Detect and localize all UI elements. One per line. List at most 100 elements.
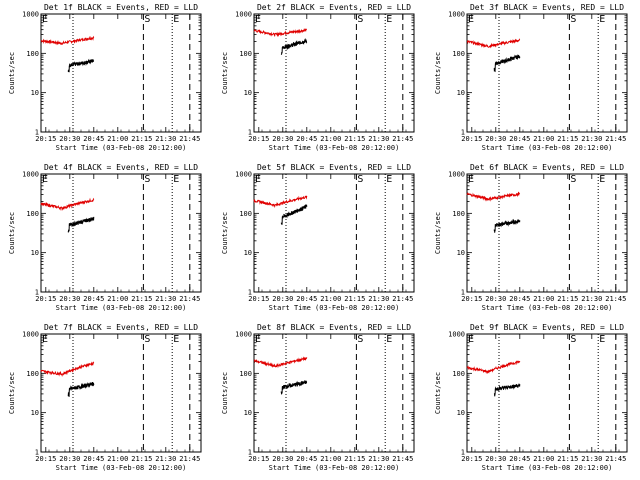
x-tick-label: 21:15 (131, 455, 152, 463)
y-tick-label: 10 (244, 409, 252, 417)
x-tick-label: 20:30 (59, 135, 80, 143)
x-tick-label: 21:00 (533, 135, 554, 143)
y-tick-label: 100 (26, 210, 39, 218)
events-series-line (493, 218, 521, 233)
y-axis-label: Counts/sec (221, 52, 229, 94)
time-marker-label: S (357, 174, 363, 185)
x-tick-label: 20:45 (83, 295, 104, 303)
x-axis-label: Start Time (03-Feb-08 20:12:00) (482, 304, 613, 312)
time-marker-label: S (144, 334, 150, 345)
x-tick-label: 21:30 (155, 135, 176, 143)
x-tick-label: 20:45 (296, 135, 317, 143)
panel-5: Det 5f BLACK = Events, RED = LLD 1 10 100 10… (221, 163, 415, 312)
plot-frame (253, 173, 415, 293)
x-tick-label: 21:15 (131, 135, 152, 143)
time-marker-label: S (570, 334, 576, 345)
x-tick-label: 21:15 (344, 455, 365, 463)
y-axis-label: Counts/sec (8, 372, 16, 414)
events-series-line (280, 380, 308, 396)
x-tick-label: 21:00 (107, 135, 128, 143)
x-tick-label: 20:45 (296, 295, 317, 303)
y-tick-label: 1000 (22, 11, 39, 19)
y-tick-label: 10 (244, 249, 252, 257)
x-axis-label: Start Time (03-Feb-08 20:12:00) (269, 464, 400, 472)
x-tick-label: 20:30 (485, 295, 506, 303)
x-tick-label: 21:00 (533, 295, 554, 303)
y-tick-label: 1000 (22, 171, 39, 179)
y-tick-label: 1 (461, 449, 465, 457)
time-marker-label: E (173, 14, 179, 25)
y-axis-label: Counts/sec (221, 372, 229, 414)
y-tick-label: 100 (452, 210, 465, 218)
x-tick-label: 21:30 (581, 295, 602, 303)
x-tick-label: 20:15 (35, 295, 56, 303)
x-tick-label: 21:30 (368, 455, 389, 463)
time-marker-label: E (599, 174, 605, 185)
lld-series-line (466, 360, 521, 375)
time-marker-label: S (144, 174, 150, 185)
x-axis-label: Start Time (03-Feb-08 20:12:00) (56, 144, 187, 152)
x-tick-label: 21:30 (581, 455, 602, 463)
lld-series-line (466, 38, 521, 49)
panel-1: Det 1f BLACK = Events, RED = LLD 1 10 100 10… (8, 3, 202, 152)
events-series-line (280, 204, 308, 226)
y-tick-label: 1000 (448, 11, 465, 19)
x-tick-label: 21:00 (320, 455, 341, 463)
y-tick-label: 10 (457, 89, 465, 97)
x-tick-label: 20:15 (248, 455, 269, 463)
y-tick-label: 1 (461, 129, 465, 137)
time-marker-label: E (599, 14, 605, 25)
events-series-line (67, 382, 95, 397)
panel-title: Det 3f BLACK = Events, RED = LLD (470, 3, 624, 12)
y-tick-label: 1000 (22, 331, 39, 339)
x-tick-label: 21:45 (605, 455, 626, 463)
x-axis-label: Start Time (03-Feb-08 20:12:00) (269, 144, 400, 152)
x-tick-label: 20:15 (35, 455, 56, 463)
x-tick-label: 20:15 (461, 455, 482, 463)
lld-series-line (40, 197, 95, 212)
panel-2: Det 2f BLACK = Events, RED = LLD 1 10 100 10… (221, 3, 415, 152)
plot-frame (253, 333, 415, 453)
plot-frame (466, 333, 628, 453)
time-marker-label: E (255, 174, 261, 185)
x-tick-label: 21:15 (131, 295, 152, 303)
y-tick-label: 1000 (235, 171, 252, 179)
lld-series-line (40, 361, 95, 377)
events-series-line (67, 58, 95, 73)
time-marker-label: S (144, 14, 150, 25)
x-tick-label: 21:30 (368, 295, 389, 303)
panel-title: Det 8f BLACK = Events, RED = LLD (257, 323, 411, 332)
x-tick-label: 21:45 (392, 135, 413, 143)
time-marker-label: S (357, 14, 363, 25)
panel-6: Det 6f BLACK = Events, RED = LLD 1 10 100 10… (434, 163, 628, 312)
panel-9: Det 9f BLACK = Events, RED = LLD 1 10 100 10… (434, 323, 628, 472)
x-tick-label: 21:15 (557, 135, 578, 143)
y-tick-label: 1000 (448, 171, 465, 179)
y-tick-label: 1000 (448, 331, 465, 339)
time-marker-label: E (42, 174, 48, 185)
lld-series-line (253, 356, 308, 369)
time-marker-label: E (173, 334, 179, 345)
x-tick-label: 21:15 (344, 135, 365, 143)
x-tick-label: 21:00 (320, 295, 341, 303)
x-tick-label: 20:15 (461, 135, 482, 143)
x-tick-label: 20:30 (485, 455, 506, 463)
y-tick-label: 1000 (235, 11, 252, 19)
time-marker-label: E (468, 14, 474, 25)
x-tick-label: 21:00 (320, 135, 341, 143)
panel-8: Det 8f BLACK = Events, RED = LLD 1 10 100 10… (221, 323, 415, 472)
x-tick-label: 21:15 (344, 295, 365, 303)
panel-title: Det 9f BLACK = Events, RED = LLD (470, 323, 624, 332)
panel-title: Det 6f BLACK = Events, RED = LLD (470, 163, 624, 172)
plot-frame (466, 13, 628, 133)
x-tick-label: 21:00 (107, 455, 128, 463)
x-tick-label: 20:45 (83, 455, 104, 463)
y-axis-label: Counts/sec (8, 212, 16, 254)
panel-title: Det 5f BLACK = Events, RED = LLD (257, 163, 411, 172)
x-tick-label: 20:45 (509, 295, 530, 303)
time-marker-label: E (255, 334, 261, 345)
x-tick-label: 21:30 (581, 135, 602, 143)
x-tick-label: 20:45 (296, 455, 317, 463)
x-tick-label: 21:00 (107, 295, 128, 303)
y-tick-label: 100 (452, 370, 465, 378)
